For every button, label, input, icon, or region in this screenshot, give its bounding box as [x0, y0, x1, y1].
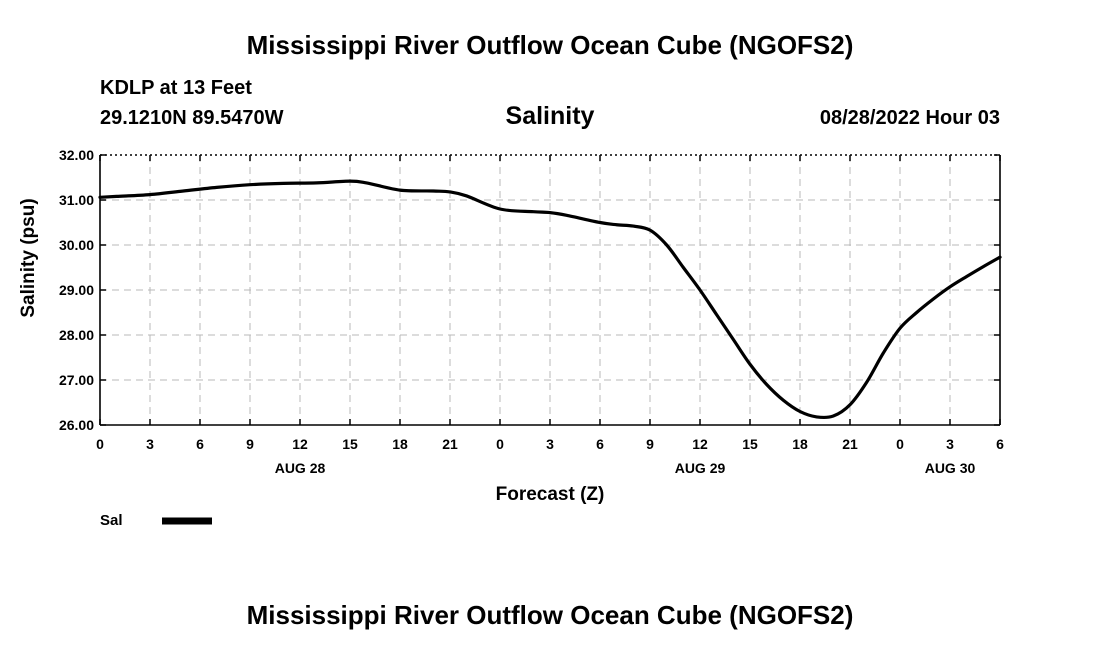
data-point	[682, 266, 684, 268]
data-point	[215, 186, 217, 188]
data-point	[465, 195, 467, 197]
data-point	[99, 196, 101, 198]
x-tick-label: 3	[146, 436, 154, 452]
x-tick-label: 18	[792, 436, 808, 452]
data-point	[949, 286, 951, 288]
x-axis-label: Forecast (Z)	[496, 484, 605, 505]
x-tick-label: 21	[842, 436, 858, 452]
data-point	[715, 314, 717, 316]
x-tick-label: 0	[896, 436, 904, 452]
data-point	[932, 298, 934, 300]
data-point	[549, 211, 551, 213]
data-point	[115, 195, 117, 197]
data-point	[732, 338, 734, 340]
station-label: KDLP at 13 Feet	[100, 77, 252, 99]
y-axis-label: Salinity (psu)	[18, 198, 39, 317]
data-point	[182, 190, 184, 192]
x-tick-label: 12	[692, 436, 708, 452]
series-layer	[98, 179, 1002, 420]
data-point	[149, 193, 151, 195]
forecast-datetime: 08/28/2022 Hour 03	[820, 107, 1000, 129]
data-point	[282, 182, 284, 184]
data-point	[449, 191, 451, 193]
y-tick-label: 32.00	[59, 147, 94, 163]
data-point	[999, 256, 1001, 258]
y-tick-label: 26.00	[59, 417, 94, 433]
data-point	[349, 180, 351, 182]
data-point	[915, 311, 917, 313]
data-point	[499, 208, 501, 210]
x-tick-label: 3	[946, 436, 954, 452]
x-tick-label: 6	[596, 436, 604, 452]
x-tick-label: 12	[292, 436, 308, 452]
y-tick-label: 31.00	[59, 192, 94, 208]
data-point	[982, 265, 984, 267]
data-point	[565, 214, 567, 216]
x-tick-label: 9	[646, 436, 654, 452]
data-point	[899, 327, 901, 329]
data-point	[249, 184, 251, 186]
data-point	[882, 352, 884, 354]
x-tick-label: 18	[392, 436, 408, 452]
grid	[100, 155, 1000, 425]
chart-title: Mississippi River Outflow Ocean Cube (NG…	[247, 30, 854, 60]
y-tick-label: 30.00	[59, 237, 94, 253]
data-point	[782, 399, 784, 401]
data-point	[815, 416, 817, 418]
date-label: AUG 28	[275, 460, 326, 476]
data-point	[665, 244, 667, 246]
x-tick-label: 6	[196, 436, 204, 452]
data-point	[965, 275, 967, 277]
data-point	[699, 289, 701, 291]
y-tick-label: 28.00	[59, 327, 94, 343]
data-point	[365, 182, 367, 184]
data-point	[599, 221, 601, 223]
x-tick-label: 0	[496, 436, 504, 452]
data-point	[632, 225, 634, 227]
footer-title: Mississippi River Outflow Ocean Cube (NG…	[247, 600, 854, 630]
x-tick-label: 0	[96, 436, 104, 452]
axis-ticks: 0 3 6 9 12 15 18 21 0 3 6 9 12 15 18 21 0 3 6 26.00 27.00 28.…	[59, 147, 1004, 476]
data-point	[832, 415, 834, 417]
data-point	[765, 383, 767, 385]
data-point	[399, 189, 401, 191]
data-point	[432, 190, 434, 192]
data-point	[799, 410, 801, 412]
y-tick-label: 29.00	[59, 282, 94, 298]
legend-label: Sal	[100, 512, 123, 529]
data-point	[532, 211, 534, 213]
data-point	[865, 381, 867, 383]
chart-subtitle: Salinity	[506, 102, 595, 130]
x-tick-label: 21	[442, 436, 458, 452]
date-label: AUG 30	[925, 460, 976, 476]
series-line-sal	[98, 179, 1002, 420]
data-point	[749, 363, 751, 365]
x-tick-label: 6	[996, 436, 1004, 452]
date-label: AUG 29	[675, 460, 726, 476]
data-point	[849, 404, 851, 406]
y-tick-label: 27.00	[59, 372, 94, 388]
x-tick-label: 9	[246, 436, 254, 452]
x-tick-label: 15	[342, 436, 358, 452]
data-point	[649, 229, 651, 231]
x-tick-label: 15	[742, 436, 758, 452]
x-tick-label: 3	[546, 436, 554, 452]
data-point	[615, 224, 617, 226]
coordinates-label: 29.1210N 89.5470W	[100, 107, 284, 129]
data-point	[315, 182, 317, 184]
